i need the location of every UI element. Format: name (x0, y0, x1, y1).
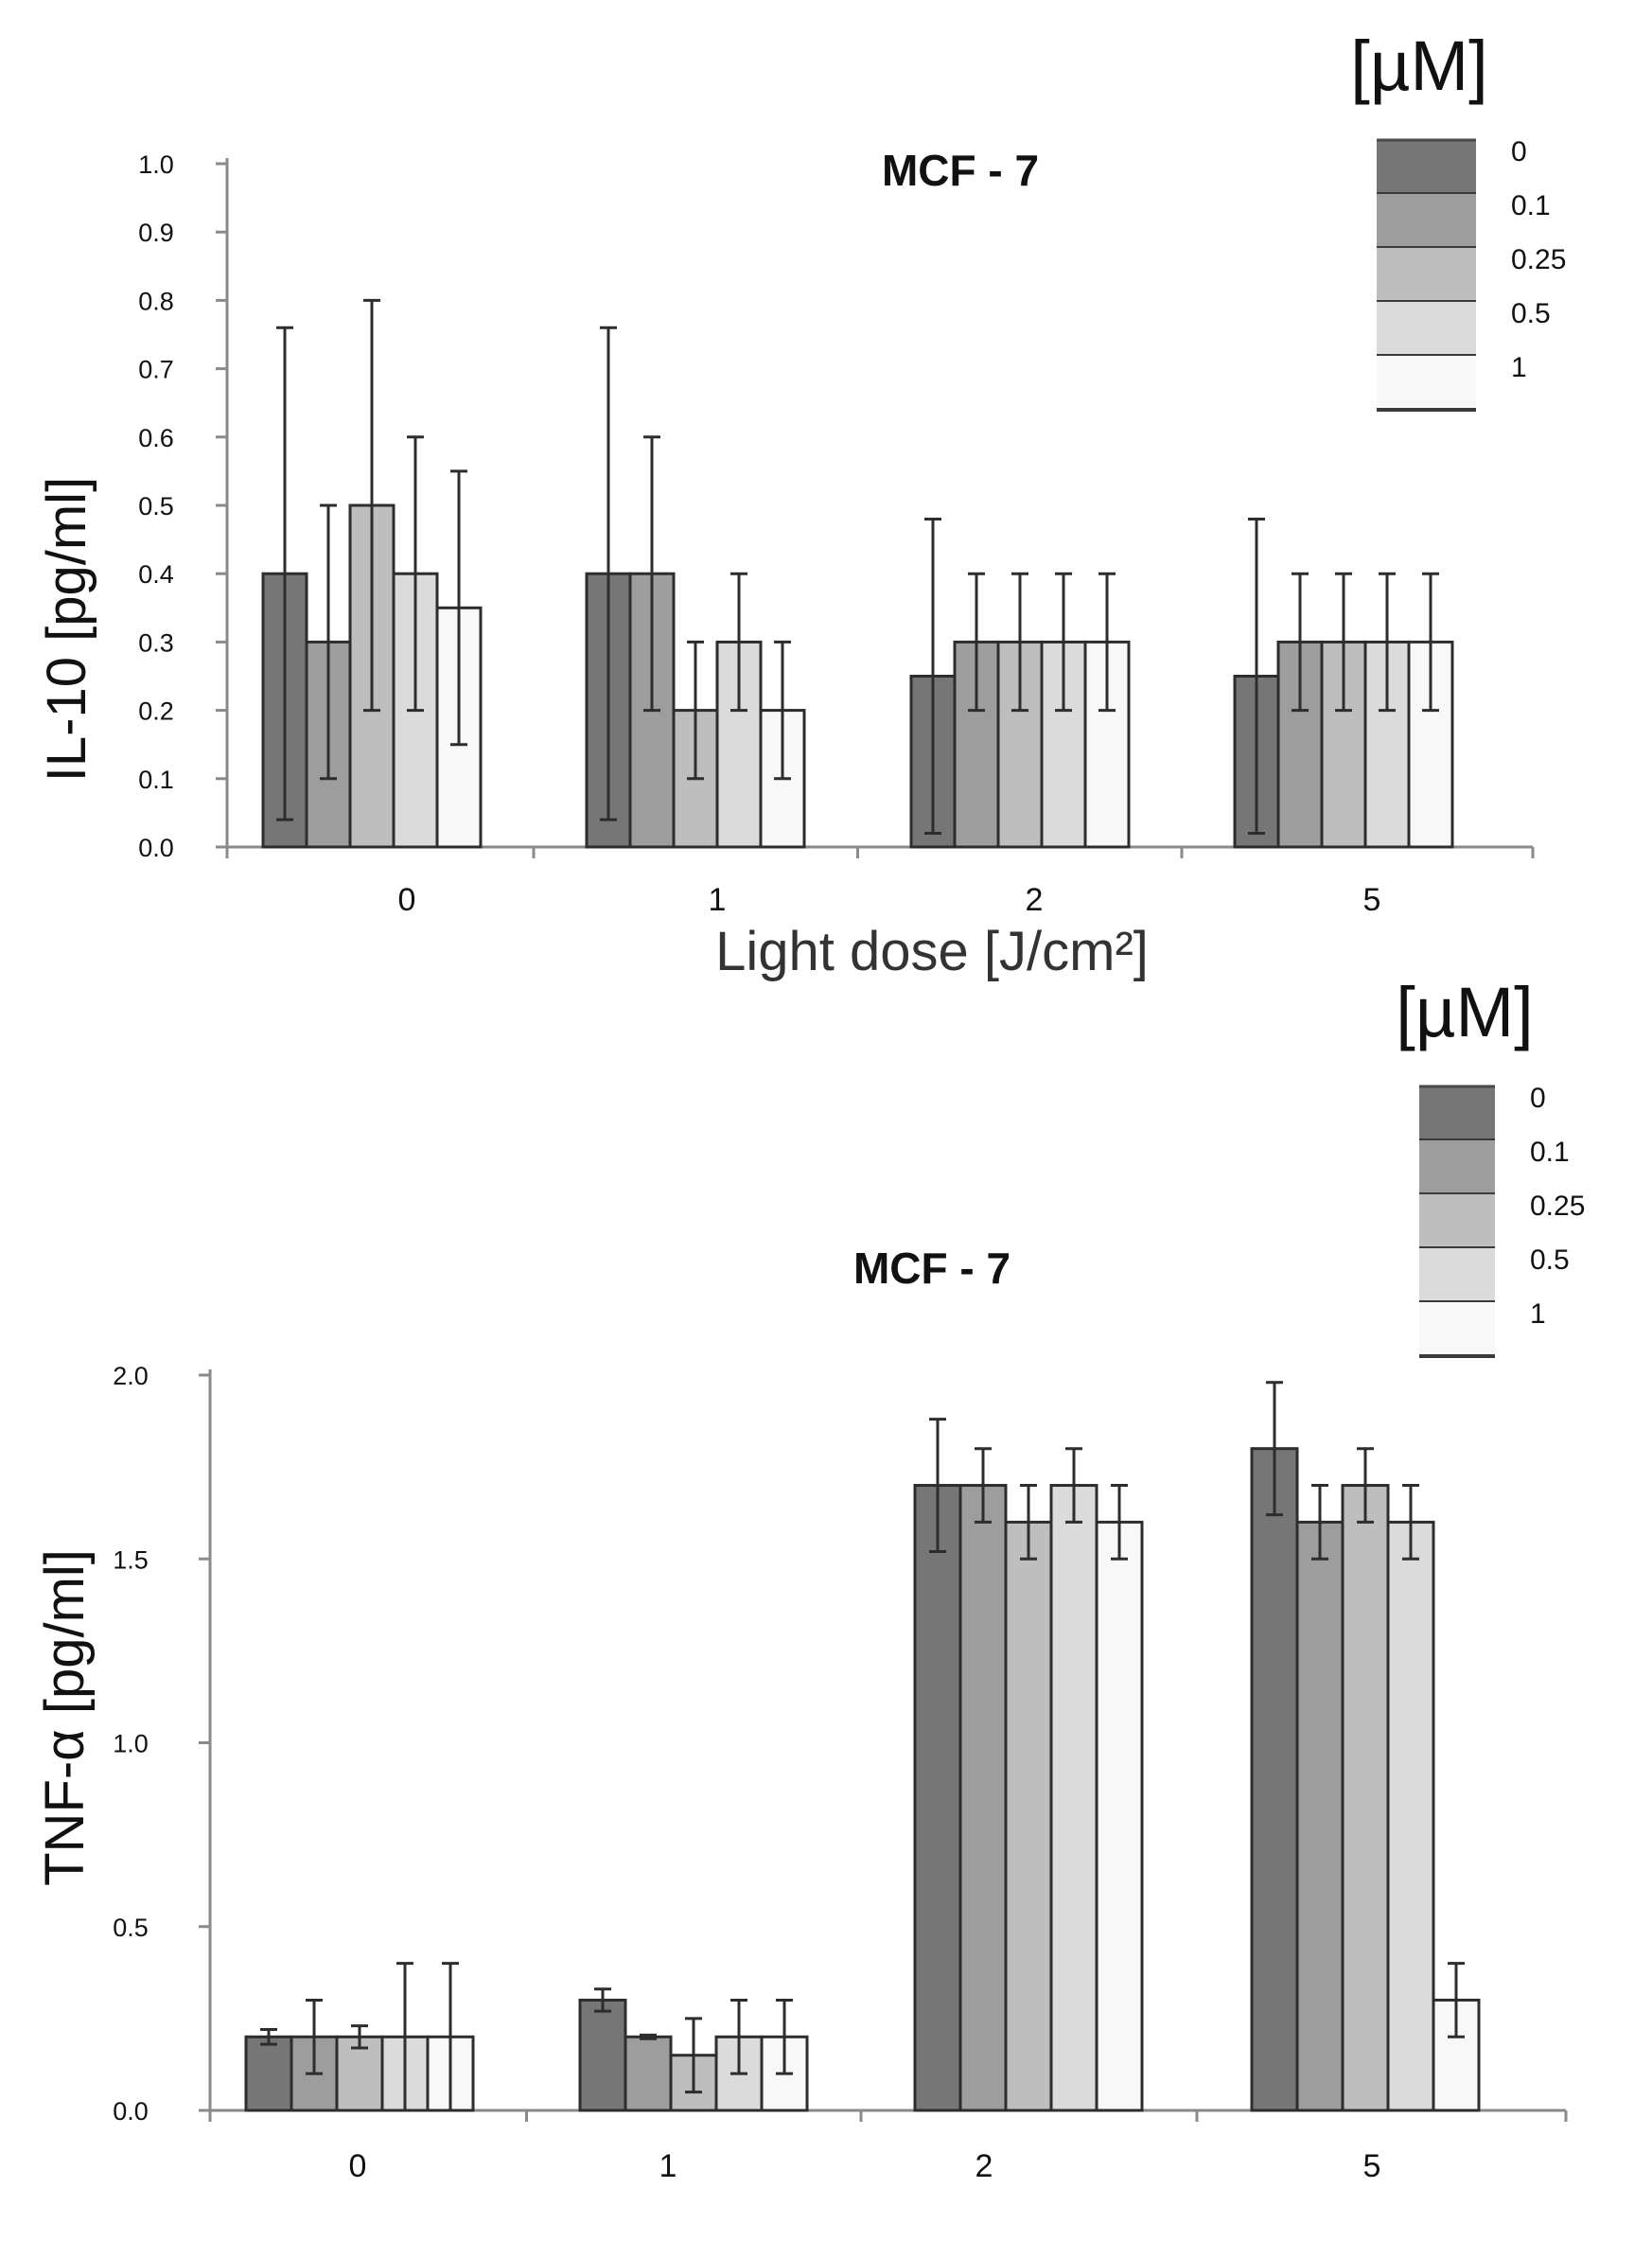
x-category-label: 2 (1026, 882, 1044, 918)
y-tick-label: 0.9 (138, 219, 174, 247)
legend-swatch (1419, 1194, 1495, 1248)
bar (1386, 1520, 1435, 2112)
legend-label: 0.25 (1511, 244, 1566, 275)
y-axis-label: IL-10 [pg/ml] (36, 477, 97, 782)
y-tick-label: 0.0 (138, 834, 174, 862)
legend-label: 0 (1511, 136, 1527, 168)
bar (624, 2035, 673, 2112)
y-tick-label: 0.5 (113, 1914, 149, 1942)
il10-chart: MCF - 7 IL-10 [pg/ml] Light dose [J/cm²] 0.… (36, 26, 1566, 982)
x-category-label: 0 (349, 2148, 367, 2184)
legend-label: 0.5 (1530, 1244, 1570, 1276)
y-tick-label: 1.0 (113, 1730, 149, 1758)
y-tick-label: 0.7 (138, 356, 174, 384)
bar (913, 1484, 962, 2112)
chart-title: MCF - 7 (882, 146, 1039, 195)
y-tick-label: 1.5 (113, 1545, 149, 1574)
y-axis-label: TNF-α [pg/ml] (34, 1549, 96, 1886)
legend-swatch (1377, 140, 1476, 194)
legend-label: 0.25 (1530, 1191, 1585, 1222)
x-category-label: 1 (709, 882, 727, 918)
bar (1250, 1447, 1299, 2112)
y-tick-label: 0.0 (113, 2097, 149, 2126)
y-tick-label: 0.4 (138, 560, 174, 589)
y-tick-label: 0.5 (138, 492, 174, 521)
chart-title: MCF - 7 (853, 1244, 1011, 1293)
y-tick-label: 0.6 (138, 424, 174, 452)
legend-title: [µM] (1396, 973, 1533, 1051)
legend-swatch (1419, 1302, 1495, 1356)
legend-label: 0.1 (1511, 190, 1551, 221)
legend-swatch (1419, 1086, 1495, 1140)
legend-swatch (1419, 1140, 1495, 1194)
x-category-label: 0 (398, 882, 416, 918)
bar (1049, 1484, 1098, 2112)
x-axis-label: Light dose [J/cm²] (715, 921, 1149, 982)
y-tick-label: 0.1 (138, 766, 174, 794)
legend-swatch (1377, 194, 1476, 248)
legend-label: 0 (1530, 1083, 1546, 1114)
legend-label: 1 (1530, 1298, 1546, 1330)
bar (1095, 1520, 1144, 2112)
bar (958, 1484, 1008, 2112)
bar (1004, 1520, 1053, 2112)
legend-swatch (1419, 1248, 1495, 1302)
y-tick-label: 2.0 (113, 1362, 149, 1390)
legend-swatch (1377, 356, 1476, 410)
y-tick-label: 0.8 (138, 287, 174, 315)
legend-swatch (1377, 302, 1476, 356)
y-tick-label: 0.2 (138, 697, 174, 726)
x-category-label: 5 (1363, 882, 1381, 918)
bar (1341, 1484, 1390, 2112)
legend-label: 0.1 (1530, 1137, 1570, 1168)
bar (578, 1998, 627, 2112)
y-tick-label: 1.0 (138, 150, 174, 179)
bar (953, 640, 1000, 849)
legend-swatch (1377, 248, 1476, 302)
tnf-alpha-chart: MCF - 7 TNF-α [pg/ml] 0.0 0.5 1.0 1.5 2.0 0 1 2 5 [… (34, 973, 1585, 2184)
bar (244, 2035, 293, 2112)
legend-label: 1 (1511, 352, 1527, 383)
bar (1295, 1520, 1344, 2112)
x-category-label: 2 (975, 2148, 993, 2184)
legend-label: 0.5 (1511, 298, 1551, 329)
y-tick-label: 0.3 (138, 628, 174, 657)
x-category-label: 5 (1363, 2148, 1381, 2184)
bar (759, 709, 806, 849)
legend-title: [µM] (1350, 26, 1487, 105)
x-category-label: 1 (659, 2148, 677, 2184)
